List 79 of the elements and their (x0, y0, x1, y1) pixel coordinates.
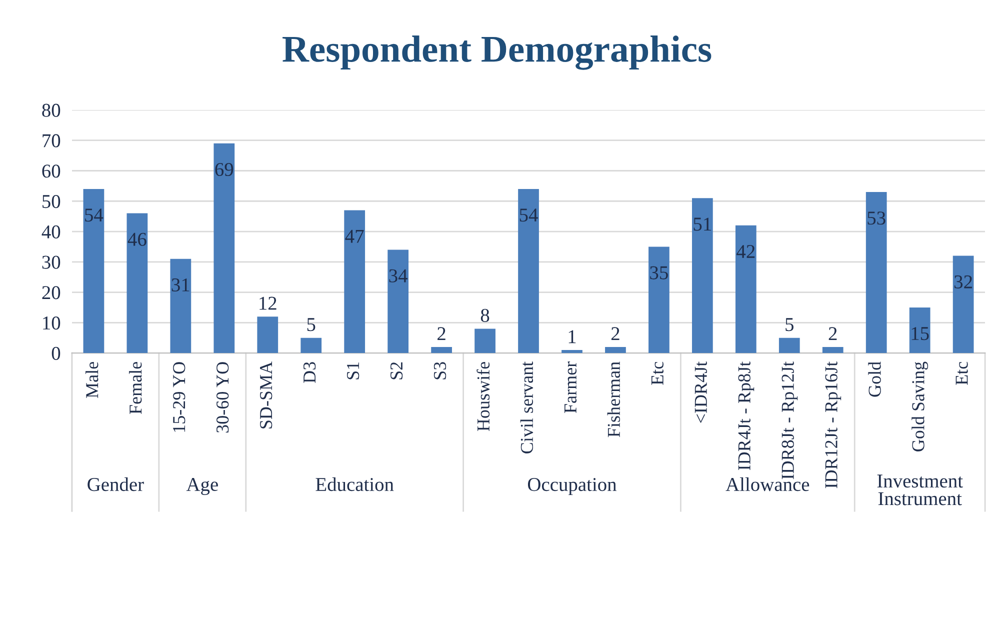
y-tick-label: 10 (43, 316, 60, 330)
chart-title: Respondent Demographics (282, 36, 712, 70)
bar (562, 350, 582, 354)
data-label: 53 (868, 212, 886, 225)
data-label: 54 (520, 208, 538, 222)
data-label: 46 (128, 232, 146, 246)
data-label: 1 (568, 330, 576, 344)
bar (952, 256, 974, 354)
x-tick-label: S3 (434, 362, 446, 380)
y-tick-label: 30 (42, 256, 60, 269)
bar (170, 258, 192, 354)
data-label: 42 (736, 245, 755, 258)
bar (257, 316, 278, 354)
x-tick-label: IDR8Jt - Rp12Jt (782, 361, 798, 480)
data-label: 2 (828, 327, 837, 340)
data-label: 2 (438, 327, 446, 340)
text: Occupation (528, 478, 617, 496)
bar (518, 188, 539, 354)
bar (692, 198, 713, 354)
text: Education (316, 477, 394, 492)
bar (300, 338, 322, 354)
bar (778, 338, 800, 354)
x-tick-label: SD-SMA (260, 361, 272, 428)
x-tick-label: S2 (390, 362, 403, 380)
bar (474, 328, 496, 354)
x-tick-label: Fisherman (607, 362, 620, 438)
bar (431, 346, 452, 354)
data-label: 35 (650, 266, 668, 280)
x-tick-label: IDR4Jt - Rp8Jt (738, 361, 754, 470)
x-tick-label: Male (86, 362, 98, 398)
x-tick-label: D3 (303, 362, 316, 383)
x-tick-label: Female (129, 362, 142, 414)
x-tick-label: Gold Saving (912, 362, 928, 452)
bar (605, 346, 626, 354)
x-tick-label: Etc (651, 362, 664, 385)
y-tick-label: 60 (42, 164, 60, 178)
bar (909, 307, 930, 354)
data-label: 34 (389, 269, 408, 282)
x-tick-label: Houswife (476, 362, 490, 432)
y-tick-label: 80 (42, 104, 60, 117)
x-tick-label: <IDR4Jt (694, 361, 707, 423)
data-label: 12 (260, 296, 276, 310)
x-tick-label: Etc (956, 362, 968, 385)
x-tick-label: Farmer (564, 362, 577, 413)
data-label: 15 (912, 327, 929, 340)
y-tick-label: 0 (52, 346, 60, 360)
text: Investment Instrument (877, 474, 963, 506)
data-label: 51 (694, 218, 711, 231)
bar (735, 225, 756, 354)
bar (388, 250, 409, 354)
data-label: 69 (215, 162, 234, 176)
x-tick-label: 30-60 YO (216, 362, 229, 433)
bar (83, 188, 104, 354)
x-tick-label: S1 (346, 362, 360, 380)
x-tick-label: Civil servant (520, 361, 534, 454)
data-label: 2 (611, 327, 620, 340)
data-label: 47 (345, 230, 364, 243)
x-tick-label: IDR12Jt - Rp16Jt (825, 361, 842, 488)
y-tick-label: 40 (42, 225, 60, 238)
data-label: 8 (480, 308, 490, 322)
y-tick-label: 20 (42, 286, 60, 300)
bar (214, 143, 235, 354)
bar (866, 192, 887, 354)
data-label: 31 (172, 278, 190, 292)
y-tick-label: 70 (42, 134, 60, 148)
x-tick-label: 15-29 YO (173, 362, 186, 432)
data-label: 5 (307, 318, 316, 332)
data-label: 32 (954, 275, 972, 288)
x-tick-label: Gold (868, 362, 881, 397)
bar (648, 246, 670, 354)
data-label: 54 (85, 208, 104, 222)
bar (126, 213, 148, 354)
bar (344, 210, 366, 354)
data-label: 5 (786, 318, 794, 332)
text: Age (186, 478, 218, 496)
text: Gender (88, 477, 144, 492)
y-tick-label: 50 (42, 194, 60, 208)
bar (822, 346, 844, 354)
text: Allowance (726, 477, 810, 492)
